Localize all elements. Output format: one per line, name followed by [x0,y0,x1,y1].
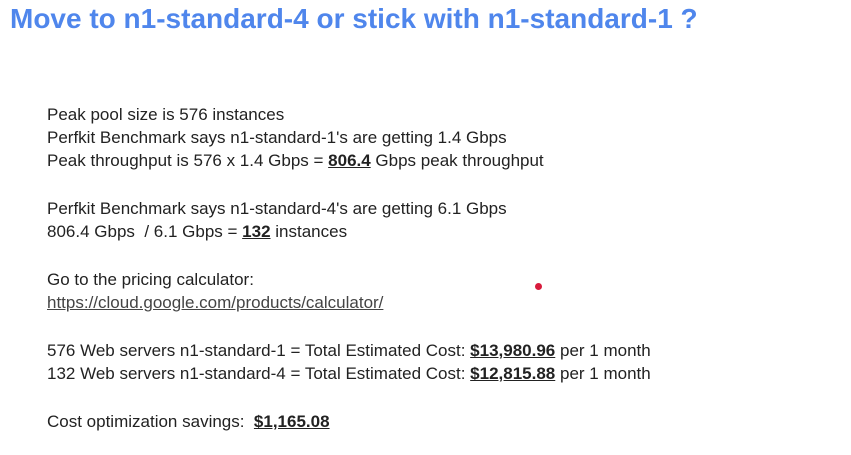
benchmark-n1-4-line: Perfkit Benchmark says n1-standard-4's a… [47,199,507,218]
pricing-calculator-label: Go to the pricing calculator: [47,270,254,289]
cost-row-n1-1: 576 Web servers n1-standard-1 = Total Es… [47,341,651,360]
cost-value-n1-4: $12,815.88 [470,364,556,383]
cost-value-n1-1: $13,980.96 [470,341,556,360]
slide-title: Move to n1-standard-4 or stick with n1-s… [10,3,698,34]
laser-pointer-dot [535,283,542,290]
peak-throughput-line: Peak throughput is 576 x 1.4 Gbps = 806.… [47,151,544,170]
savings-value: $1,165.08 [253,412,330,431]
instances-calc-line: 806.4 Gbps / 6.1 Gbps = 132 instances [47,222,348,241]
slide-body: Peak pool size is 576 instances Perfkit … [47,103,651,433]
pool-size-line: Peak pool size is 576 instances [47,105,285,124]
pricing-calculator-link-row: https://cloud.google.com/products/calcul… [47,291,651,314]
savings-line: Cost optimization savings: $1,165.08 [47,412,330,431]
instances-value: 132 [242,222,271,241]
cost-row-n1-4: 132 Web servers n1-standard-4 = Total Es… [47,364,651,383]
pricing-calculator-link[interactable]: https://cloud.google.com/products/calcul… [47,293,384,312]
peak-throughput-value: 806.4 [328,151,371,170]
benchmark-n1-1-line: Perfkit Benchmark says n1-standard-1's a… [47,128,507,147]
